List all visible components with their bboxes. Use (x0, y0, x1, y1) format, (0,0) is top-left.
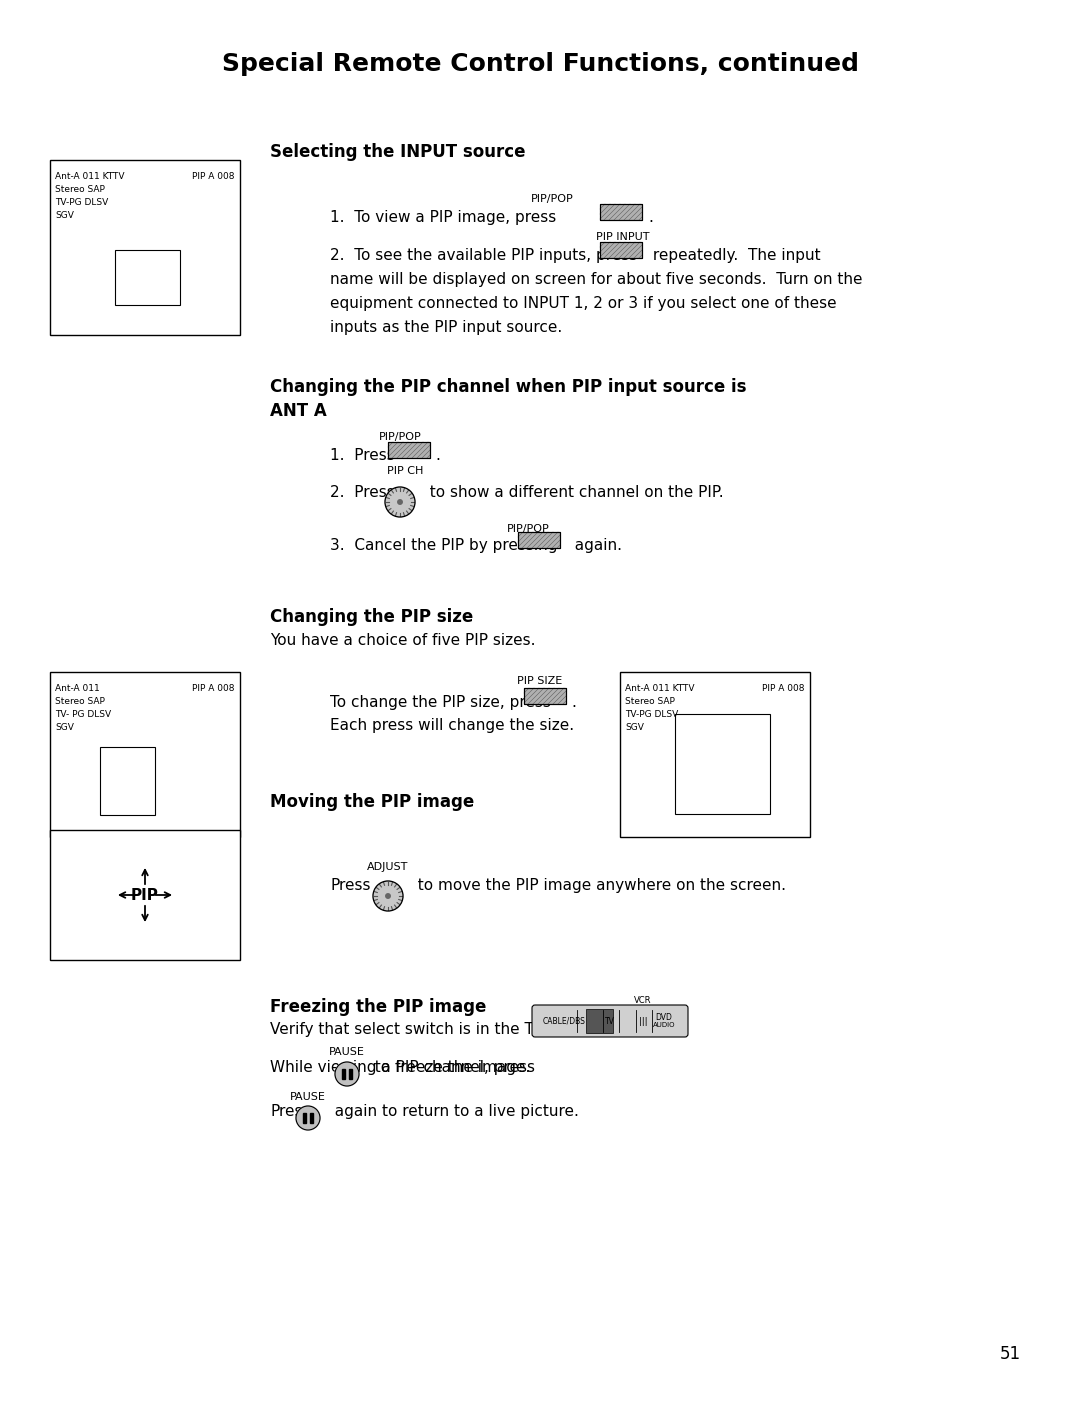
Text: PIP/POP: PIP/POP (379, 432, 421, 442)
Text: .: . (648, 210, 653, 224)
Text: Changing the PIP size: Changing the PIP size (270, 607, 473, 626)
Text: 2.  Press: 2. Press (330, 485, 395, 499)
Text: |||: ||| (638, 1017, 647, 1026)
Text: Press: Press (330, 878, 370, 892)
Circle shape (335, 1062, 359, 1086)
Text: SGV: SGV (625, 723, 644, 732)
Text: Each press will change the size.: Each press will change the size. (330, 718, 575, 732)
Text: 1.  Press: 1. Press (330, 448, 395, 463)
Text: Stereo SAP: Stereo SAP (55, 697, 105, 706)
Text: TV-PG DLSV: TV-PG DLSV (625, 710, 678, 718)
Bar (303, 1113, 306, 1122)
Text: PIP CH: PIP CH (387, 466, 423, 476)
Text: name will be displayed on screen for about five seconds.  Turn on the: name will be displayed on screen for abo… (330, 272, 863, 288)
Text: to move the PIP image anywhere on the screen.: to move the PIP image anywhere on the sc… (408, 878, 786, 892)
Text: again.: again. (565, 537, 622, 553)
Text: Freezing the PIP image: Freezing the PIP image (270, 998, 486, 1016)
Circle shape (373, 881, 403, 911)
Text: PIP A 008: PIP A 008 (192, 685, 235, 693)
Bar (586, 1009, 613, 1033)
Text: PIP A 008: PIP A 008 (192, 173, 235, 181)
Text: TV- PG DLSV: TV- PG DLSV (55, 710, 111, 718)
Text: Stereo SAP: Stereo SAP (625, 697, 675, 706)
Bar (350, 1069, 352, 1079)
Text: Moving the PIP image: Moving the PIP image (270, 793, 474, 811)
Bar (50, 672, 240, 838)
FancyBboxPatch shape (518, 532, 561, 549)
Text: 3.  Cancel the PIP by pressing: 3. Cancel the PIP by pressing (330, 537, 557, 553)
Text: 1.  To view a PIP image, press: 1. To view a PIP image, press (330, 210, 556, 224)
Bar (114, 250, 180, 304)
Text: SGV: SGV (55, 210, 73, 220)
Text: repeatedly.  The input: repeatedly. The input (648, 248, 821, 262)
Text: Ant-A 011 KTTV: Ant-A 011 KTTV (625, 685, 694, 693)
Text: Changing the PIP channel when PIP input source is: Changing the PIP channel when PIP input … (270, 377, 746, 396)
Text: Ant-A 011: Ant-A 011 (55, 685, 99, 693)
Text: Verify that select switch is in the TV position.: Verify that select switch is in the TV p… (270, 1021, 615, 1037)
Text: equipment connected to INPUT 1, 2 or 3 if you select one of these: equipment connected to INPUT 1, 2 or 3 i… (330, 296, 837, 311)
Bar (100, 746, 156, 815)
Text: ADJUST: ADJUST (367, 861, 408, 873)
Text: to freeze the image.: to freeze the image. (365, 1061, 530, 1075)
Bar (342, 1069, 345, 1079)
FancyBboxPatch shape (600, 241, 642, 258)
Text: inputs as the PIP input source.: inputs as the PIP input source. (330, 320, 563, 335)
Text: .: . (435, 448, 440, 463)
Text: 51: 51 (999, 1345, 1021, 1362)
Text: PIP SIZE: PIP SIZE (517, 676, 563, 686)
Circle shape (397, 499, 402, 504)
Text: SGV: SGV (55, 723, 73, 732)
Text: PIP INPUT: PIP INPUT (596, 231, 650, 241)
Circle shape (296, 1106, 320, 1129)
Text: Ant-A 011 KTTV: Ant-A 011 KTTV (55, 173, 124, 181)
Text: To change the PIP size, press: To change the PIP size, press (330, 694, 551, 710)
Text: TV-PG DLSV: TV-PG DLSV (55, 198, 108, 208)
Text: ANT A: ANT A (270, 403, 327, 419)
FancyBboxPatch shape (388, 442, 430, 457)
Text: While viewing a PIP channel, press: While viewing a PIP channel, press (270, 1061, 535, 1075)
Text: Special Remote Control Functions, continued: Special Remote Control Functions, contin… (221, 52, 859, 76)
FancyBboxPatch shape (600, 203, 642, 220)
Text: PAUSE: PAUSE (329, 1047, 365, 1056)
Bar (50, 831, 240, 960)
Circle shape (386, 894, 390, 898)
Text: Press: Press (270, 1104, 311, 1120)
Text: PIP: PIP (131, 888, 159, 902)
Text: Stereo SAP: Stereo SAP (55, 185, 105, 194)
Text: Selecting the INPUT source: Selecting the INPUT source (270, 143, 526, 161)
Bar (675, 714, 770, 814)
Text: again to return to a live picture.: again to return to a live picture. (325, 1104, 579, 1120)
Text: .: . (571, 694, 576, 710)
Bar (310, 1113, 313, 1122)
Circle shape (384, 487, 415, 516)
FancyBboxPatch shape (524, 687, 566, 704)
Text: TV: TV (605, 1017, 615, 1026)
Bar (50, 160, 240, 335)
Text: PAUSE: PAUSE (291, 1092, 326, 1101)
Text: 2.  To see the available PIP inputs, press: 2. To see the available PIP inputs, pres… (330, 248, 637, 262)
Text: to show a different channel on the PIP.: to show a different channel on the PIP. (420, 485, 724, 499)
Text: VCR: VCR (634, 996, 651, 1005)
Text: PIP A 008: PIP A 008 (762, 685, 805, 693)
FancyBboxPatch shape (532, 1005, 688, 1037)
Bar (620, 672, 810, 838)
Text: PIP/POP: PIP/POP (507, 523, 550, 535)
Text: CABLE/DBS: CABLE/DBS (543, 1017, 585, 1026)
Text: PIP/POP: PIP/POP (530, 194, 573, 203)
Text: DVD: DVD (656, 1013, 673, 1021)
Text: You have a choice of five PIP sizes.: You have a choice of five PIP sizes. (270, 633, 536, 648)
Text: AUDIO: AUDIO (652, 1021, 675, 1028)
